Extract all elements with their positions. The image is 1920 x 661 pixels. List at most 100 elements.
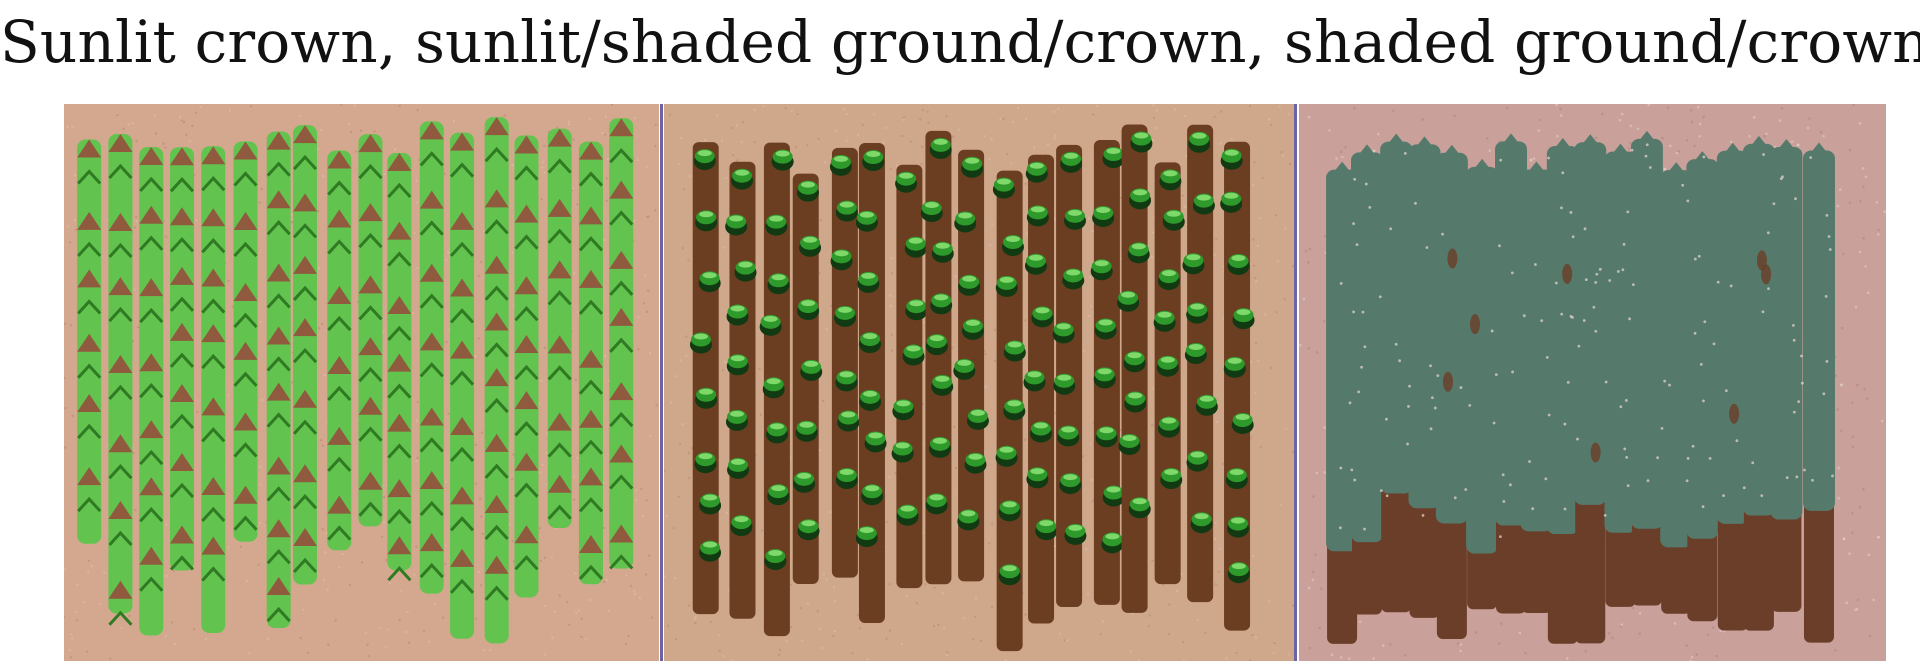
ground-speckle [555, 126, 559, 129]
ground-speckle [1264, 313, 1267, 316]
ground-speckle [655, 404, 658, 407]
ground-speckle [1748, 134, 1751, 138]
crown-fleck [1501, 473, 1505, 477]
crown-tip [201, 536, 226, 555]
crown-chevron [233, 442, 258, 458]
ground-speckle [1252, 238, 1255, 241]
ground-speckle [1095, 105, 1098, 108]
ground-speckle [921, 321, 925, 324]
crown-fleck [1668, 383, 1671, 387]
crown-tip [547, 474, 572, 493]
crown-chevron [387, 566, 412, 582]
crown-fleck [1398, 359, 1401, 363]
ground-speckle [954, 275, 958, 278]
ground-speckle [257, 563, 260, 566]
crown-chevron [108, 530, 133, 546]
ground-speckle [818, 449, 822, 452]
ground-speckle [427, 640, 431, 643]
crown-chevron [292, 419, 318, 435]
ground-speckle [1230, 138, 1233, 141]
ground-speckle [777, 653, 781, 656]
ground-speckle [990, 605, 994, 609]
ground-speckle [1840, 326, 1844, 330]
crown-highlight [1068, 524, 1083, 531]
ground-speckle [489, 648, 492, 652]
sunlit-shaded-image [664, 104, 1294, 661]
ground-speckle [982, 134, 986, 138]
shaded-crown [1630, 138, 1663, 529]
crown-highlight [801, 300, 816, 307]
crown-highlight [1056, 323, 1071, 330]
crown-chevron [449, 308, 475, 324]
ground-speckle [647, 554, 651, 557]
ground-speckle [1217, 570, 1220, 573]
ground-speckle [127, 123, 130, 126]
crown-highlight [961, 510, 976, 517]
ground-speckle [474, 355, 477, 358]
crown-tip [547, 335, 572, 354]
ground-speckle [1291, 450, 1294, 454]
crown-fleck [1827, 235, 1831, 238]
ground-speckle [1872, 598, 1875, 602]
crown-fleck [1628, 317, 1631, 321]
shaded-crown [1380, 141, 1413, 494]
crown-fleck [1385, 494, 1389, 498]
ground-speckle [909, 140, 912, 143]
ground-speckle [539, 559, 542, 563]
crown-tip [450, 132, 475, 151]
crown-tip [450, 416, 475, 435]
ground-speckle [920, 162, 923, 166]
crown-highlight [868, 432, 883, 439]
crown-fleck [1697, 254, 1701, 258]
ground-speckle [248, 651, 251, 655]
crown-highlight [799, 421, 814, 428]
ground-speckle [675, 375, 679, 378]
crown-highlight [1199, 395, 1214, 402]
ground-speckle [941, 592, 944, 595]
ground-speckle [382, 495, 386, 499]
ground-speckle [1320, 587, 1323, 591]
ground-speckle [890, 349, 894, 352]
crown-highlight [906, 345, 921, 352]
crown-tip [201, 397, 226, 416]
crown-tip [578, 206, 603, 225]
ground-speckle [1081, 455, 1085, 458]
crown-highlight [1164, 469, 1179, 476]
crown-chevron [449, 578, 475, 594]
ground-speckle [1024, 117, 1028, 121]
ground-speckle [601, 132, 604, 135]
crown-chevron [139, 576, 164, 592]
ground-speckle [1323, 319, 1326, 323]
crown-chevron [108, 464, 133, 480]
crown-highlight [734, 516, 749, 523]
ground-speckle [681, 247, 684, 250]
ground-speckle [694, 621, 697, 625]
crown-tip [514, 525, 539, 544]
ground-speckle [109, 657, 112, 661]
ground-speckle [1392, 109, 1395, 113]
ground-speckle [952, 135, 955, 138]
crown-fleck [1569, 315, 1573, 318]
ground-speckle [1249, 360, 1253, 364]
crown-chevron [77, 299, 102, 315]
crown-fleck [1751, 461, 1755, 465]
ground-speckle [1867, 553, 1871, 557]
crown-highlight [965, 319, 980, 326]
crown-chevron [449, 370, 475, 386]
crown-highlight [730, 305, 745, 312]
ground-speckle [1058, 632, 1061, 635]
crown-fleck [1560, 312, 1564, 316]
crown-tip [201, 324, 226, 343]
crown-fleck [1681, 183, 1685, 187]
crown-fleck [1353, 478, 1357, 482]
crown-chevron [484, 146, 509, 163]
ground-speckle [843, 107, 846, 111]
ground-speckle [480, 515, 483, 518]
ground-speckle [817, 137, 820, 141]
panel-sunlit-shaded-ground-crown [664, 104, 1294, 661]
ground-speckle [334, 619, 337, 622]
ground-speckle [1256, 244, 1260, 248]
ground-speckle [64, 615, 66, 619]
shaded-crown-tip [1770, 138, 1803, 159]
ground-speckle [725, 511, 729, 515]
